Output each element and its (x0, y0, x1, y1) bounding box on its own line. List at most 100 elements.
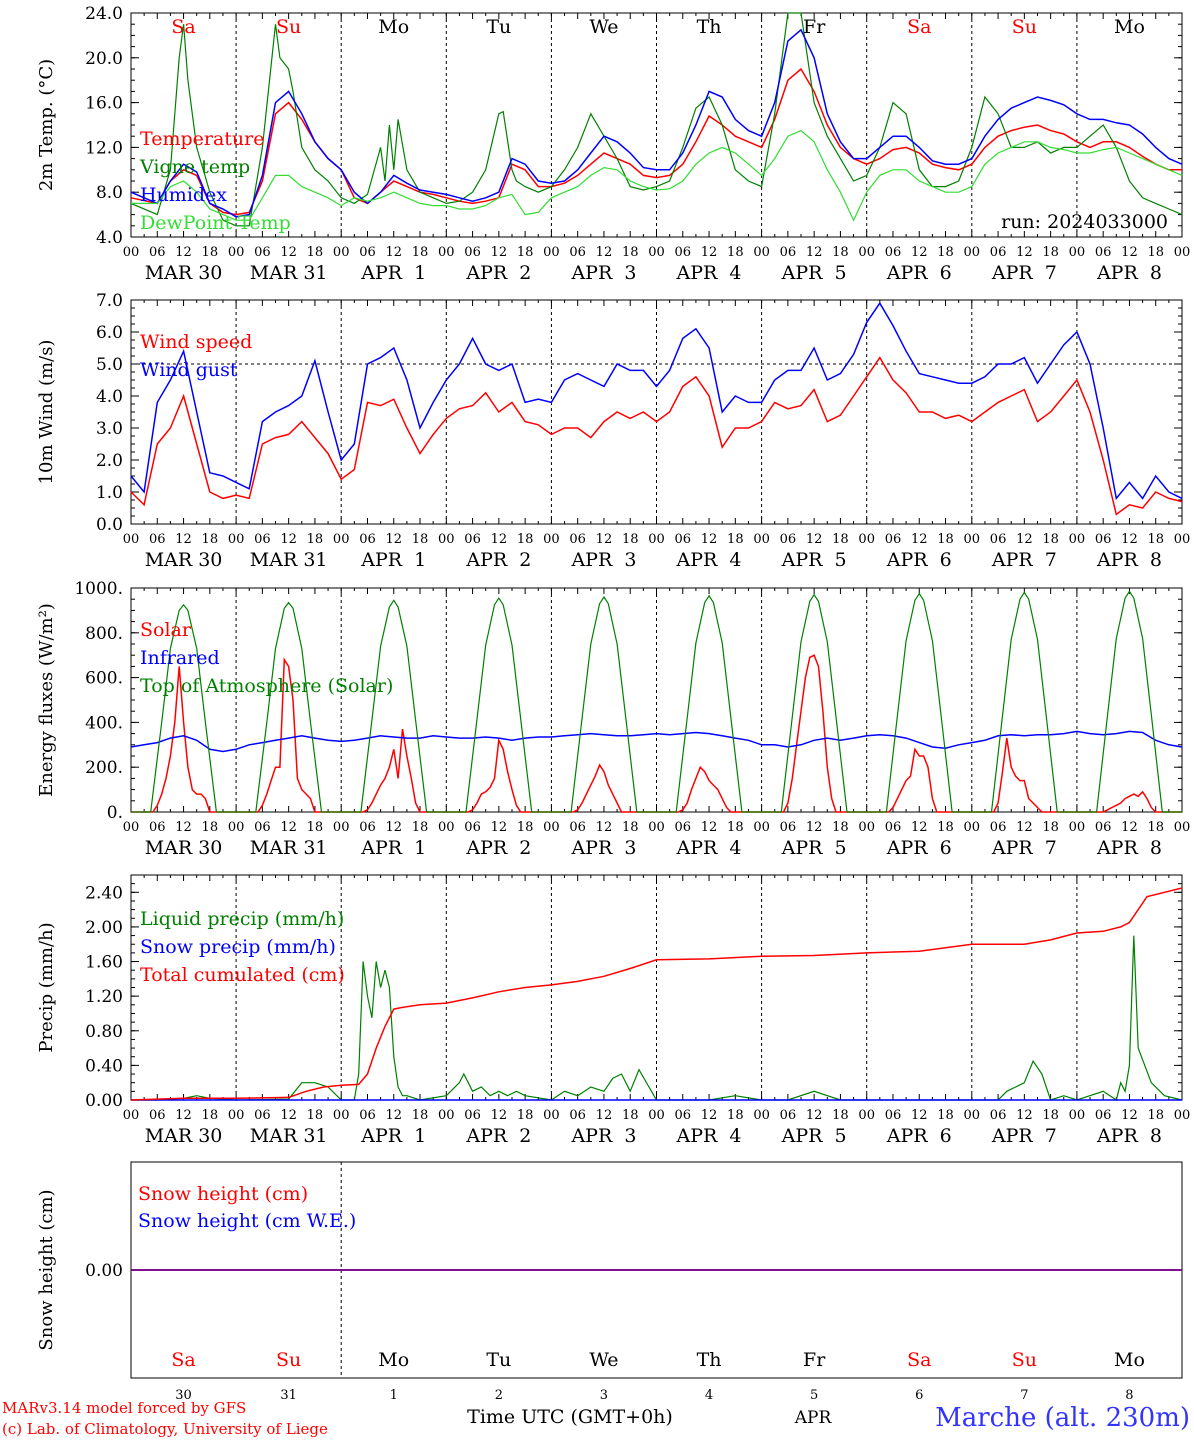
hour-tick-label: 18 (1147, 1108, 1164, 1123)
legend-entry: Snow precip (mm/h) (140, 936, 336, 958)
hour-tick-label: 06 (149, 245, 166, 260)
weekday-label: We (589, 16, 618, 38)
hour-tick-label: 18 (622, 820, 639, 835)
hour-tick-label: 00 (858, 1108, 875, 1123)
hour-tick-label: 12 (806, 820, 823, 835)
hour-tick-label: 06 (675, 820, 692, 835)
hour-tick-label: 12 (175, 1108, 192, 1123)
hour-tick-label: 18 (1042, 820, 1059, 835)
date-label: APR 6 (886, 262, 952, 284)
hour-tick-label: 06 (359, 245, 376, 260)
hour-tick-label: 18 (1147, 820, 1164, 835)
hour-tick-label: 12 (1016, 245, 1033, 260)
y-tick-label: 1.60 (85, 953, 123, 973)
y-tick-label: 5.0 (96, 355, 123, 375)
date-label: APR 6 (886, 837, 952, 859)
hour-tick-label: 00 (753, 245, 770, 260)
hour-tick-label: 06 (359, 1108, 376, 1123)
panel-frame (130, 299, 1183, 525)
hour-tick-label: 18 (202, 1108, 219, 1123)
series-line-top-of-atmosphere-solar- (131, 590, 1182, 813)
hour-tick-label: 00 (123, 820, 140, 835)
hour-tick-label: 18 (202, 820, 219, 835)
date-label: MAR 31 (250, 837, 328, 859)
date-label: APR 8 (1096, 262, 1162, 284)
hour-tick-label: 18 (517, 820, 534, 835)
footer-credit-line: (c) Lab. of Climatology, University of L… (2, 1420, 328, 1438)
y-tick-label: 800. (85, 624, 123, 644)
date-label: APR 5 (781, 837, 847, 859)
series-line-solar (131, 654, 1182, 813)
date-label: APR 4 (676, 1125, 742, 1147)
hour-tick-label: 06 (569, 820, 586, 835)
panel-temp: 4.0 8.0 12.0 16.0 20.0 24.0 2m Temp. (°C) Tempe… (36, 4, 1190, 284)
hour-tick-label: 06 (464, 532, 481, 547)
day-number-label: 30 (175, 1388, 192, 1403)
hour-tick-label: 06 (780, 820, 797, 835)
y-axis-label: 2m Temp. (°C) (36, 59, 57, 191)
hour-tick-label: 18 (937, 245, 954, 260)
panel-precip: 0.00 0.40 0.80 1.20 1.60 2.00 2.40 Precip (mm/h… (36, 874, 1191, 1147)
hour-tick-label: 12 (911, 245, 928, 260)
hour-tick-label: 06 (254, 820, 271, 835)
snow-weekday-label: Tu (486, 1349, 511, 1371)
footer-axis-title: Time UTC (GMT+0h) (467, 1406, 673, 1428)
date-label: APR 3 (570, 549, 636, 571)
hour-tick-label: 06 (1095, 532, 1112, 547)
y-tick-label: 200. (85, 758, 123, 778)
hour-tick-label: 00 (1069, 532, 1086, 547)
panel-frame (130, 12, 1183, 238)
legend-entry: Solar (140, 619, 192, 641)
hour-tick-label: 00 (858, 532, 875, 547)
hour-tick-label: 12 (701, 1108, 718, 1123)
date-label: MAR 30 (145, 549, 223, 571)
y-axis-label: 10m Wind (m/s) (36, 340, 57, 485)
hour-tick-label: 00 (858, 820, 875, 835)
hour-tick-label: 00 (1174, 820, 1191, 835)
date-label: APR 7 (991, 837, 1057, 859)
snow-weekday-label: Sa (907, 1349, 931, 1371)
hour-tick-label: 00 (1174, 1108, 1191, 1123)
hour-tick-label: 18 (517, 245, 534, 260)
date-label: APR 7 (991, 262, 1057, 284)
hour-tick-label: 18 (832, 820, 849, 835)
series-line-infrared (130, 730, 1183, 753)
hour-tick-label: 18 (727, 820, 744, 835)
hour-tick-label: 00 (333, 820, 350, 835)
weekday-label: Su (1012, 16, 1037, 38)
hour-tick-label: 18 (1042, 1108, 1059, 1123)
hour-tick-label: 06 (1095, 245, 1112, 260)
y-tick-label: 6.0 (96, 323, 123, 343)
date-label: APR 8 (1096, 1125, 1162, 1147)
hour-tick-label: 18 (307, 1108, 324, 1123)
hour-tick-label: 18 (412, 245, 429, 260)
snow-weekday-label: Th (697, 1349, 722, 1371)
hour-tick-label: 18 (832, 245, 849, 260)
hour-tick-label: 06 (780, 245, 797, 260)
hour-tick-label: 00 (438, 1108, 455, 1123)
date-label: APR 1 (360, 549, 426, 571)
y-tick-label: 0.00 (85, 1261, 123, 1281)
legend-entry: Total cumulated (cm) (140, 964, 345, 986)
hour-tick-label: 06 (675, 532, 692, 547)
hour-tick-label: 06 (885, 820, 902, 835)
date-label: APR 1 (360, 1125, 426, 1147)
hour-tick-label: 12 (911, 532, 928, 547)
hour-tick-label: 18 (307, 820, 324, 835)
hour-tick-label: 06 (780, 532, 797, 547)
hour-tick-label: 18 (622, 532, 639, 547)
y-tick-label: 2.40 (85, 883, 123, 903)
hour-tick-label: 18 (727, 532, 744, 547)
hour-tick-label: 06 (990, 1108, 1007, 1123)
hour-tick-label: 12 (806, 1108, 823, 1123)
y-tick-label: 24.0 (85, 4, 123, 24)
date-label: APR 3 (570, 262, 636, 284)
weekday-label: Tu (486, 16, 511, 38)
hour-tick-label: 06 (149, 1108, 166, 1123)
hour-tick-label: 18 (622, 1108, 639, 1123)
day-number-label: 1 (390, 1388, 398, 1403)
hour-tick-label: 00 (964, 245, 981, 260)
hour-tick-label: 12 (596, 1108, 613, 1123)
hour-tick-label: 18 (937, 820, 954, 835)
hour-tick-label: 12 (175, 245, 192, 260)
